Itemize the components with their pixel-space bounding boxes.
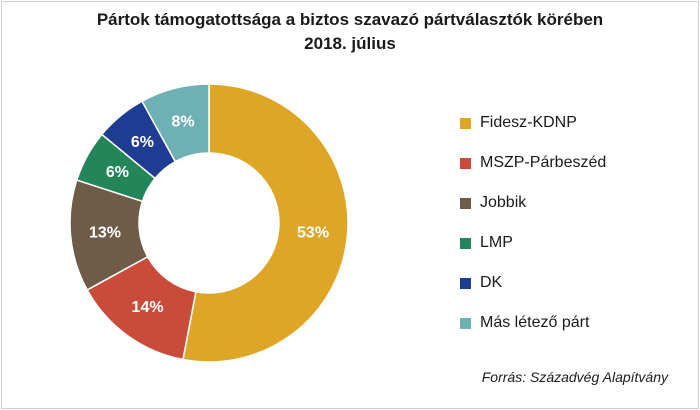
legend-swatch xyxy=(460,317,471,329)
slice-fidesz-kdnp xyxy=(182,83,349,363)
legend-item: Fidesz-KDNP xyxy=(460,113,606,133)
legend-label: LMP xyxy=(480,234,513,251)
legend-swatch xyxy=(460,197,471,209)
legend-swatch xyxy=(460,277,471,289)
legend-item: LMP xyxy=(460,233,606,253)
data-label: 6% xyxy=(131,134,154,151)
legend-label: Más létező párt xyxy=(480,314,590,331)
legend-item: DK xyxy=(460,273,606,293)
legend-label: Jobbik xyxy=(480,194,527,211)
chart-legend: Fidesz-KDNP MSZP-Párbeszéd Jobbik LMP DK Más … xyxy=(460,113,606,353)
chart-subtitle: 2018. július xyxy=(304,34,396,53)
legend-swatch xyxy=(460,117,471,129)
data-label: 14% xyxy=(132,299,164,316)
source-note: Forrás: Századvég Alapítvány xyxy=(481,369,668,385)
chart-title: Pártok támogatottsága a biztos szavazó p… xyxy=(96,10,604,29)
data-label: 13% xyxy=(89,224,121,241)
legend-item: Más létező párt xyxy=(460,313,606,333)
legend-swatch xyxy=(460,237,471,249)
legend-label: Fidesz-KDNP xyxy=(480,114,577,131)
slice-m-s-l-tez-p-rt xyxy=(141,83,210,163)
chart-title-block: Pártok támogatottsága a biztos szavazó p… xyxy=(0,8,700,56)
legend-item: Jobbik xyxy=(460,193,606,213)
data-label: 53% xyxy=(297,224,329,241)
legend-swatch xyxy=(460,157,471,169)
data-label: 6% xyxy=(106,164,129,181)
data-label: 8% xyxy=(171,113,194,130)
legend-item: MSZP-Párbeszéd xyxy=(460,153,606,173)
legend-label: MSZP-Párbeszéd xyxy=(480,154,607,171)
legend-label: DK xyxy=(480,274,503,291)
